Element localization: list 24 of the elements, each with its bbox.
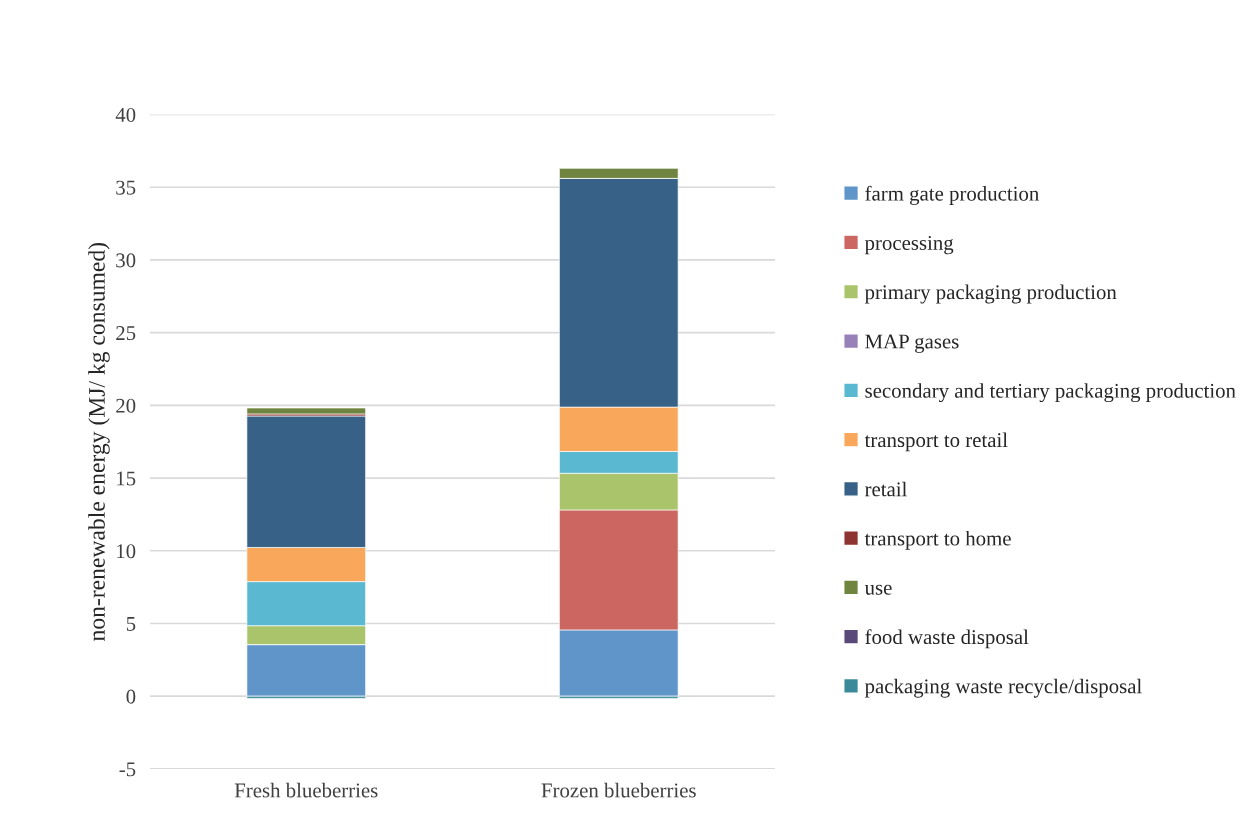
y-tick-label: 30 [116, 253, 136, 268]
y-tick-label: 20 [116, 398, 136, 413]
y-tick-label: -5 [119, 762, 136, 777]
y-tick-label: 40 [115, 107, 136, 122]
legend-label: secondary and tertiary packaging production [865, 383, 1236, 403]
legend-label: use [864, 584, 892, 595]
legend-label: transport to home [864, 530, 1011, 550]
y-tick-label: 15 [117, 471, 136, 486]
legend-label: packaging waste recycle/disposal [864, 678, 1142, 698]
legend-label: farm gate production [865, 185, 1039, 205]
legend-label: processing [864, 235, 954, 255]
legend-label: retail [865, 481, 907, 497]
y-tick-label: 5 [126, 617, 136, 631]
y-axis-title: non-renewable energy (MJ/ kg consumed) [88, 243, 110, 641]
legend-label: transport to retail [864, 432, 1008, 452]
x-tick-label: Frozen blueberries [541, 782, 696, 798]
y-tick-label: 0 [126, 689, 136, 704]
legend-label: food waste disposal [865, 629, 1029, 649]
x-tick-label: Fresh blueberries [234, 782, 378, 798]
y-tick-label: 10 [117, 544, 136, 559]
y-tick-label: 25 [116, 326, 136, 341]
legend-label: primary packaging production [864, 284, 1117, 304]
legend-label: MAP gases [865, 334, 959, 353]
y-tick-label: 35 [116, 180, 136, 195]
